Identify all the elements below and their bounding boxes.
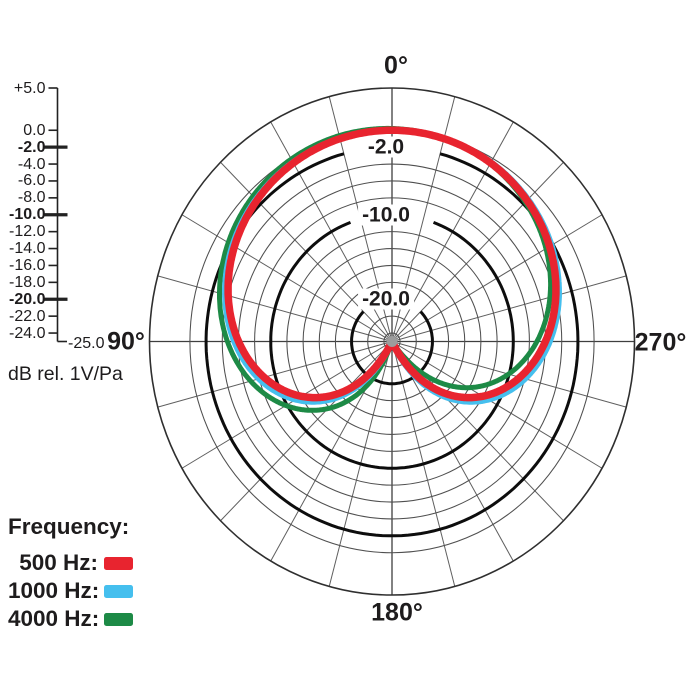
db-scale-label--8db: -8.0 — [17, 189, 46, 207]
legend-swatch-4000hz — [104, 612, 133, 626]
legend-swatch-1000hz — [104, 584, 133, 598]
db-scale-label--2db: -2.0 — [17, 138, 46, 156]
db-scale-label--18db: -18.0 — [9, 273, 46, 291]
db-scale-foot-label: -25.0 — [68, 335, 105, 352]
db-scale-label--6db: -6.0 — [17, 172, 46, 190]
legend-label-4000hz: 4000 Hz: — [8, 606, 100, 631]
ring-label--10db: -10.0 — [358, 204, 414, 226]
db-scale-label--12db: -12.0 — [9, 223, 46, 241]
db-scale-label-5db: +5.0 — [13, 79, 46, 97]
db-scale-label--20db: -20.0 — [9, 290, 46, 308]
ring-label--20db: -20.0 — [358, 288, 414, 310]
ring-thin--18db — [334, 281, 450, 402]
angle-label-90deg: 90° — [107, 327, 145, 355]
center-dot — [386, 336, 398, 347]
angle-label-270deg: 270° — [634, 328, 687, 357]
ring-thin--24db — [383, 332, 401, 351]
ring-bold--10db — [269, 221, 515, 470]
legend-row-500hz: 500 Hz: — [8, 549, 133, 577]
ring-bold--20db — [350, 310, 434, 386]
db-scale-label--16db: -16.0 — [9, 256, 46, 274]
ring-thin--14db — [302, 248, 482, 435]
ring-thin--16db — [318, 264, 466, 419]
ring-thin--4db — [221, 163, 563, 520]
legend-row-1000hz: 1000 Hz: — [8, 577, 133, 605]
db-axis-unit-label: dB rel. 1V/Pa — [8, 363, 123, 385]
ring-thin--8db — [254, 197, 530, 486]
legend-title: Frequency: — [8, 514, 130, 539]
ring-thin--12db — [286, 231, 498, 452]
db-scale-label--10db: -10.0 — [9, 206, 46, 224]
db-scale-label--22db: -22.0 — [9, 307, 46, 325]
db-scale — [44, 87, 68, 343]
ring-thin--22db — [367, 315, 417, 368]
angle-label-0deg: 0° — [384, 51, 408, 80]
legend-label-1000hz: 1000 Hz: — [8, 578, 100, 603]
legend: Frequency: 500 Hz: 1000 Hz: 4000 Hz: — [8, 514, 133, 633]
ring-outer-5db — [148, 87, 636, 596]
ring-bold--2db — [204, 152, 580, 538]
legend-swatch-500hz — [104, 556, 133, 570]
db-scale-label--14db: -14.0 — [9, 240, 46, 258]
legend-label-500hz: 500 Hz: — [19, 550, 98, 575]
pattern-curves — [217, 125, 562, 413]
legend-row-4000hz: 4000 Hz: — [8, 605, 133, 633]
db-scale-label-0db: 0.0 — [23, 121, 46, 139]
angle-label-180deg: 180° — [371, 598, 423, 626]
ring-label--2db: -2.0 — [363, 136, 409, 158]
db-scale-label--24db: -24.0 — [9, 324, 46, 342]
db-scale-label--4db: -4.0 — [17, 155, 46, 173]
